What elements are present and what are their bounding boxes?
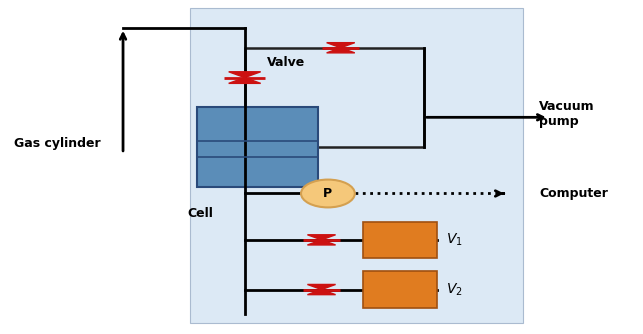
Bar (363, 271, 437, 308)
Polygon shape (307, 285, 336, 290)
Polygon shape (307, 235, 336, 240)
Bar (197, 107, 318, 187)
Text: Vacuum
pump: Vacuum pump (539, 100, 595, 128)
Text: $V_1$: $V_1$ (446, 232, 463, 248)
Text: Cell: Cell (187, 207, 213, 220)
Polygon shape (229, 77, 260, 84)
Polygon shape (327, 43, 355, 48)
Text: P: P (323, 187, 332, 200)
Bar (190, 8, 523, 323)
Text: Valve: Valve (267, 56, 305, 69)
Polygon shape (307, 240, 336, 245)
Circle shape (301, 180, 355, 207)
Bar (245, 48, 424, 147)
Bar (363, 222, 437, 258)
Text: $V_2$: $V_2$ (446, 281, 463, 298)
Text: Gas cylinder: Gas cylinder (14, 137, 101, 150)
Text: Computer: Computer (539, 187, 608, 200)
Polygon shape (327, 48, 355, 53)
Polygon shape (229, 72, 260, 77)
Polygon shape (307, 290, 336, 295)
